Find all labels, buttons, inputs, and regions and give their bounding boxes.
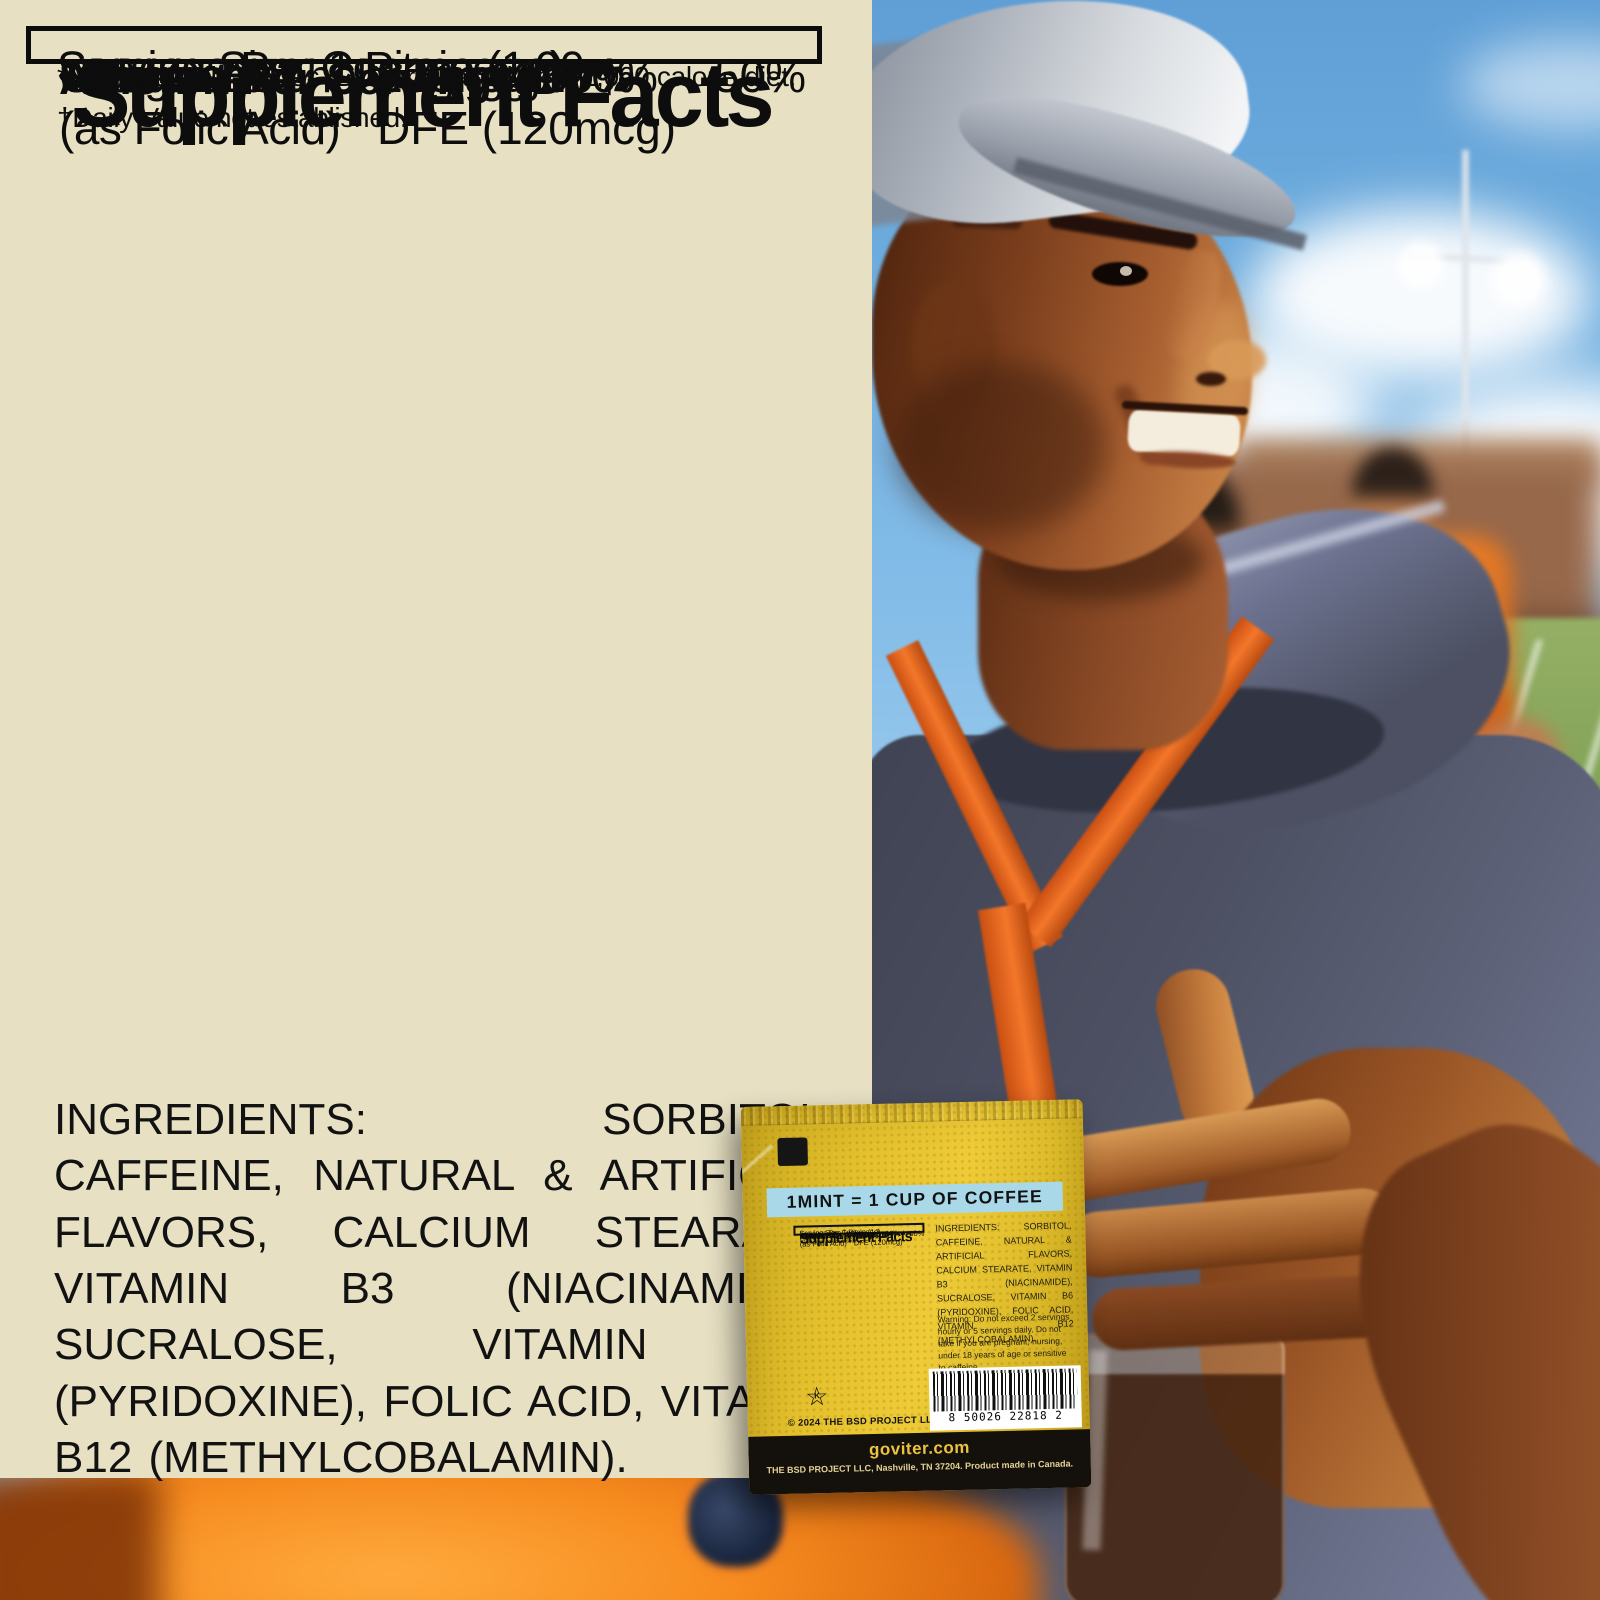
coach-eye-glint <box>1120 266 1132 276</box>
nutrient-dv: 100% <box>540 50 658 102</box>
nutrient-dv: 50% <box>542 50 635 102</box>
nutrient-name: Calories <box>59 50 224 102</box>
nutrient-name: Sugar Alcohol <box>89 50 367 102</box>
facts-row-vitamin-b12: Vitamin B12 2.4mcg 100% <box>57 41 660 113</box>
foreground-dark-blur <box>0 1470 160 1600</box>
nutrient-amount: 2.4mcg <box>377 50 528 102</box>
cream-panel: Supplement Facts Serving Size: 1 Piece (… <box>0 0 872 1478</box>
packet-supplement-facts-box: Supplement Facts Serving Size: 1 Piece (… <box>793 1222 925 1249</box>
coach-nostril <box>1196 372 1226 386</box>
nutrient-amount: 200mcg DFE (120mcg) <box>377 50 677 154</box>
packet-dv-footnote: *Percent Daily Values (DV) are based on … <box>799 1229 922 1247</box>
nutrient-amount: 1.7mg <box>377 50 505 102</box>
packet-fold-highlight <box>740 1144 774 1176</box>
kosher-icon: ☆ K <box>805 1381 836 1412</box>
facts-row-sugar-alcohol: Sugar Alcohol <1g <box>57 41 587 113</box>
packet-copyright: © 2024 THE BSD PROJECT LLC <box>787 1414 940 1429</box>
packet-black-square <box>777 1137 808 1167</box>
nutrient-dv: † <box>596 50 623 102</box>
nutrient-amount: <1g <box>377 50 456 102</box>
nutrient-name: Vitamin B12 <box>59 50 301 102</box>
nutrient-dv: 50% <box>714 50 807 102</box>
amount-per-serving-header: Amount Per Serving <box>59 53 492 104</box>
facts-row-total-carb: Total Carb <1g <1% <box>57 41 587 113</box>
barcode-stripes <box>932 1368 1078 1412</box>
facts-row-vitamin-b6: Vitamin B6 1.7mg 100% <box>57 41 637 113</box>
coach-teeth <box>1126 409 1242 457</box>
nutrient-name: Total Carb <box>59 50 264 102</box>
nutrient-name: Vitamin B6 <box>59 50 276 102</box>
facts-header-row: Amount Per Serving %DV* <box>57 41 614 117</box>
nutrient-name: Folate (as Folic Acid) <box>59 50 341 154</box>
ingredients-paragraph: INGREDIENTS: SORBITOL, CAFFEINE, NATURAL… <box>54 1095 836 1482</box>
nutrient-amount: 80mg <box>377 50 493 102</box>
facts-row-folate: Folate (as Folic Acid) 200mcg DFE (120mc… <box>57 41 808 164</box>
serving-size: Serving Size: 1 Piece (1g) <box>57 42 565 93</box>
nutrient-amount: 8.0mg <box>377 50 505 102</box>
nutrient-dv: 100% <box>517 50 635 102</box>
facts-row-niacin: Niacin 8.0mg 50% <box>57 41 637 113</box>
barcode: 8 50026 22818 2 <box>928 1365 1082 1431</box>
coach-eye <box>1092 262 1148 286</box>
barcode-digits: 8 50026 22818 2 <box>948 1408 1064 1425</box>
nutrient-name: Caffeine <box>59 50 226 102</box>
supplement-facts-box: Supplement Facts Serving Size: 1 Piece (… <box>26 26 822 153</box>
packet-banner: 1MINT = 1 CUP OF COFFEE <box>766 1181 1064 1218</box>
facts-row-calories: Calories 0 <box>57 41 535 113</box>
product-packet: 1MINT = 1 CUP OF COFFEE Supplement Facts… <box>740 1099 1092 1495</box>
facts-row-caffeine: Caffeine 80mg † <box>57 41 624 113</box>
nutrient-name: Niacin <box>59 50 184 102</box>
packet-bottom-band: goviter.com THE BSD PROJECT LLC, Nashvil… <box>748 1429 1092 1495</box>
coach-jaw-shadow <box>896 362 1106 532</box>
nutrient-dv: <1% <box>491 50 586 102</box>
dv-header: %DV* <box>491 53 612 104</box>
nutrient-amount: <1g <box>377 50 456 102</box>
packet-warning: Warning: Do not exceed 2 servings hourly… <box>937 1311 1070 1373</box>
bokeh-light <box>1398 242 1444 288</box>
bokeh-light <box>1492 252 1546 306</box>
supplement-facts-title: Supplement Facts <box>71 44 775 146</box>
kosher-k-letter: K <box>814 1391 821 1401</box>
servings-per-container: Servings Per Container: 90 <box>57 42 585 93</box>
dv-footnote: *Percent Daily Values (DV) are based on … <box>57 61 797 133</box>
nutrient-amount: 0 <box>377 50 403 102</box>
